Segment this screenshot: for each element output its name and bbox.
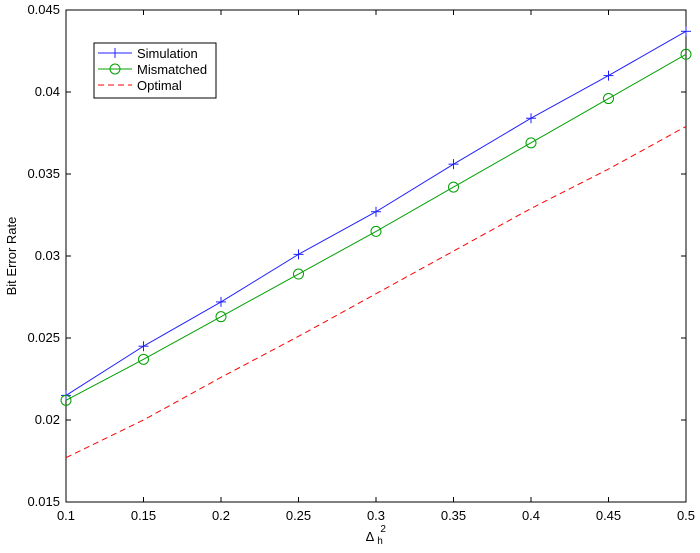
legend-label-simulation: Simulation <box>137 46 198 61</box>
data-point-mismatched <box>293 268 304 280</box>
legend-label-mismatched: Mismatched <box>137 62 207 77</box>
data-point-mismatched <box>60 394 72 406</box>
x-axis-label-sub: h <box>377 536 383 547</box>
y-axis-label: Bit Error Rate <box>4 217 19 296</box>
legend-box <box>93 42 217 99</box>
x-tick-label: 0.35 <box>441 508 466 523</box>
y-tick-label: 0.045 <box>27 2 60 17</box>
data-point-mismatched <box>525 137 537 149</box>
x-tick-label: 0.2 <box>212 508 230 523</box>
legend-marker-simulation <box>110 48 120 58</box>
x-axis-label: Δ h 2 <box>366 524 387 547</box>
data-point-mismatched <box>603 93 614 105</box>
data-point-simulation <box>138 341 149 352</box>
y-tick-label: 0.025 <box>27 330 60 345</box>
legend-entry-optimal: Optimal <box>98 78 182 93</box>
x-tick-label: 0.3 <box>367 508 385 523</box>
data-point-mismatched <box>680 48 692 60</box>
data-point-simulation <box>293 249 304 260</box>
data-point-simulation <box>603 70 614 81</box>
data-point-mismatched <box>215 311 227 323</box>
data-point-mismatched <box>448 181 459 193</box>
y-tick-label: 0.04 <box>35 84 60 99</box>
data-point-simulation <box>448 159 459 170</box>
x-tick-label: 0.45 <box>596 508 621 523</box>
x-tick-label: 0.1 <box>57 508 75 523</box>
series-simulation <box>61 26 691 401</box>
data-point-mismatched <box>138 353 149 365</box>
x-tick-label: 0.15 <box>131 508 156 523</box>
series-line-mismatched <box>65 53 687 401</box>
legend-entry-mismatched: Mismatched <box>98 62 207 77</box>
axis-ticks: 0.1 0.15 0.2 0.25 0.3 0.35 0.4 0.45 0.5 0.015 0.02… <box>27 2 695 523</box>
x-tick-label: 0.25 <box>286 508 311 523</box>
x-tick-label: 0.5 <box>677 508 695 523</box>
data-point-mismatched <box>370 225 382 237</box>
series-line-optimal <box>65 126 687 459</box>
x-axis-label-base: Δ <box>366 529 375 544</box>
data-point-simulation <box>526 113 536 124</box>
x-tick-label: 0.4 <box>522 508 540 523</box>
y-tick-label: 0.02 <box>35 412 60 427</box>
data-point-simulation <box>681 26 691 37</box>
series-mismatched <box>60 48 692 406</box>
y-tick-label: 0.035 <box>27 166 60 181</box>
y-tick-label: 0.03 <box>35 248 60 263</box>
data-point-simulation <box>216 296 226 307</box>
series-layer <box>60 26 692 459</box>
legend-entry-simulation: Simulation <box>98 46 198 61</box>
x-axis-label-sup: 2 <box>380 524 386 535</box>
data-point-simulation <box>371 206 381 217</box>
legend-label-optimal: Optimal <box>137 78 182 93</box>
legend-marker-mismatched <box>109 63 121 75</box>
series-optimal <box>65 126 687 459</box>
y-tick-label: 0.015 <box>27 494 60 509</box>
